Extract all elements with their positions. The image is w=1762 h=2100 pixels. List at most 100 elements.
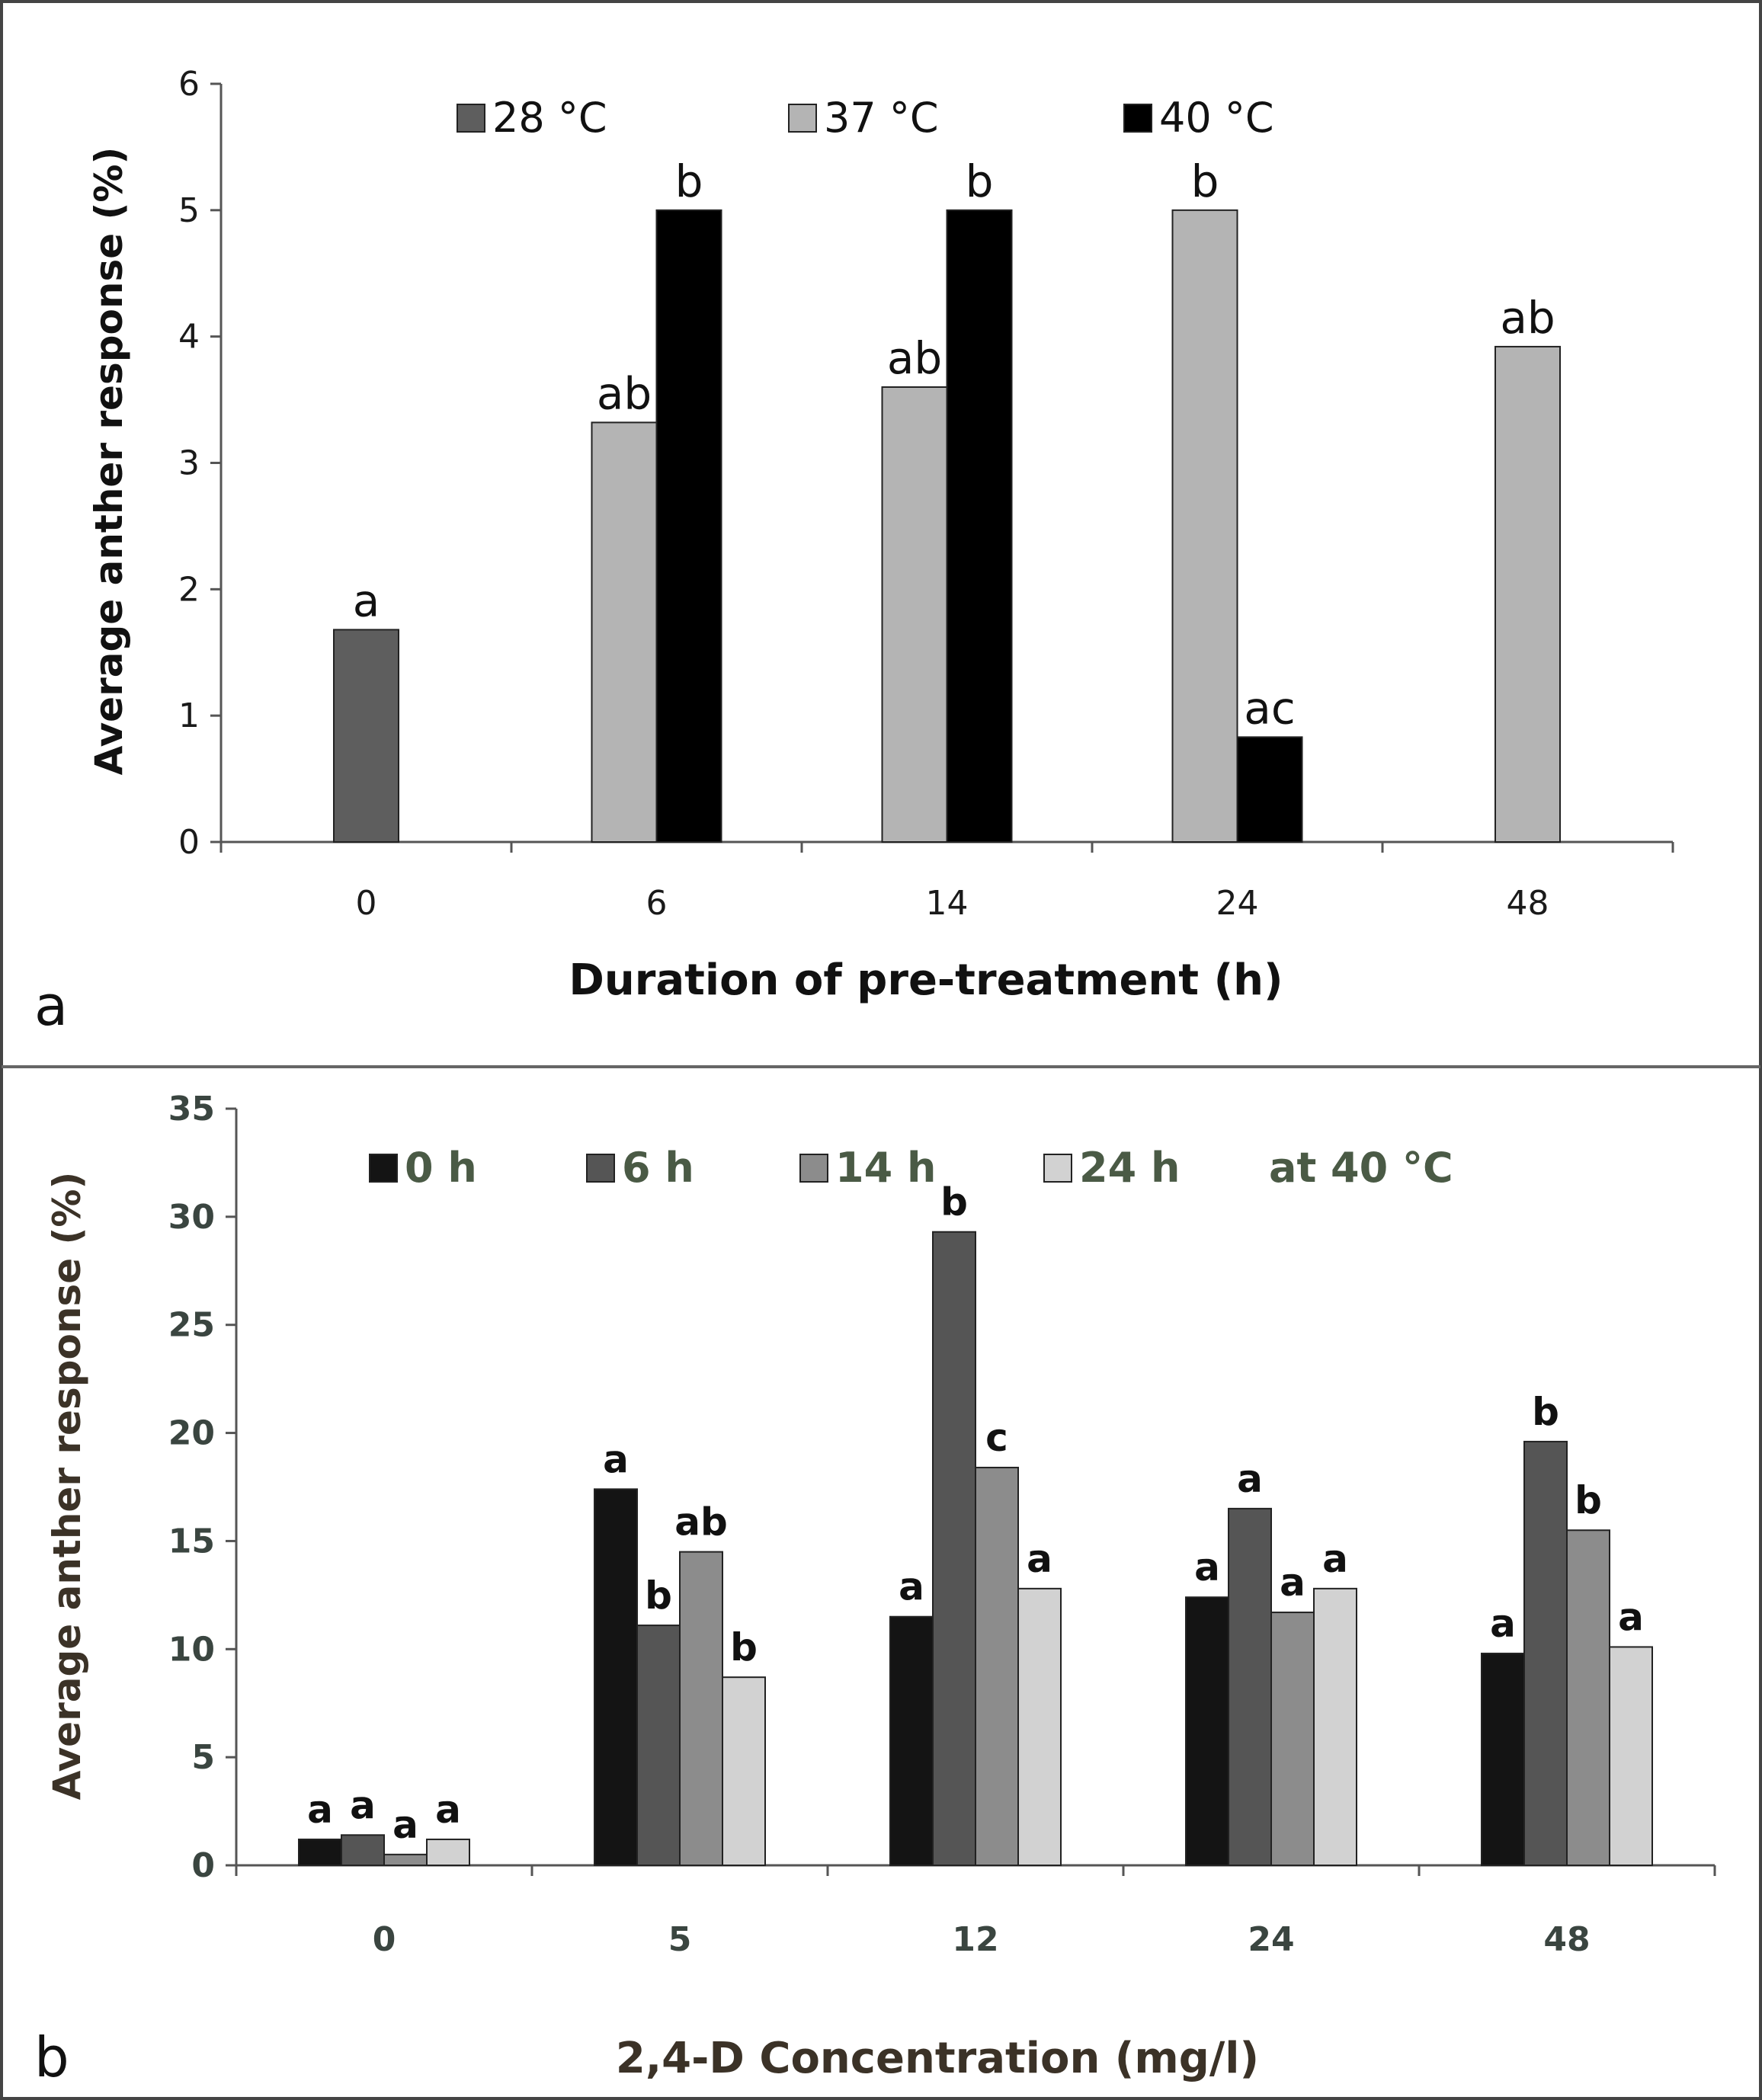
x-tick-label: 24 <box>1248 1920 1294 1959</box>
y-tick-label: 6 <box>178 65 200 104</box>
x-tick-label: 0 <box>373 1920 396 1959</box>
y-tick-label: 3 <box>178 444 200 483</box>
legend-entry: 0 h <box>405 1144 477 1192</box>
bar-40-c-24 <box>1236 736 1303 843</box>
bar-14-h-5 <box>679 1551 723 1866</box>
panel-a-label: a <box>34 974 68 1038</box>
bar-significance-label: ab <box>674 1500 728 1545</box>
y-tick-label: 0 <box>178 823 200 862</box>
x-tick-label: 0 <box>356 884 377 923</box>
bar-significance-label: a <box>1280 1561 1305 1605</box>
bar-24-h-24 <box>1313 1587 1357 1866</box>
bar-significance-label: ac <box>1244 682 1295 734</box>
bar-significance-label: a <box>1618 1595 1644 1639</box>
bar-significance-label: a <box>1194 1545 1220 1589</box>
y-tick-label: 5 <box>178 191 200 230</box>
y-tick-label: 10 <box>168 1630 215 1669</box>
panel-a: a ab b ab b b ac ab 0 1 2 3 4 5 6 0 6 14 24 48 28 °C 37 °C 4… <box>34 65 1674 1038</box>
panel-b-tick-labels: 0 5 10 15 20 25 30 35 0 5 12 24 48 <box>168 1090 1591 1959</box>
bar-significance-label: a <box>1027 1537 1052 1581</box>
bar-significance-label: b <box>1191 155 1219 207</box>
panel-b-y-axis-label: Average anther response (%) <box>45 1172 89 1801</box>
legend-swatch <box>586 1154 615 1183</box>
bar-6-h-48 <box>1523 1440 1568 1867</box>
bar-0-h-12 <box>889 1615 934 1866</box>
x-tick-label: 48 <box>1507 884 1549 923</box>
bar-6-h-24 <box>1228 1507 1272 1867</box>
y-tick-label: 35 <box>168 1090 215 1128</box>
y-tick-label: 15 <box>168 1522 215 1561</box>
panel-a-y-axis-label: Average anther response (%) <box>87 147 131 776</box>
bar-significance-label: b <box>1532 1390 1559 1434</box>
y-tick-label: 4 <box>178 318 200 357</box>
panel-b-label: b <box>34 2025 69 2089</box>
bar-significance-label: a <box>350 1783 376 1827</box>
y-tick-label: 0 <box>191 1846 215 1885</box>
bar-significance-label: a <box>1237 1457 1263 1501</box>
bar-significance-label: a <box>1322 1537 1348 1581</box>
bar-significance-label: a <box>1490 1602 1516 1646</box>
bar-14-h-0 <box>383 1853 428 1866</box>
bar-0-h-48 <box>1481 1652 1525 1866</box>
legend-swatch <box>799 1154 828 1183</box>
legend-entry: 24 h <box>1079 1144 1180 1192</box>
bar-40-c-6 <box>655 209 722 844</box>
x-tick-label: 12 <box>952 1920 998 1959</box>
legend-swatch <box>788 104 817 133</box>
bar-significance-label: a <box>307 1788 333 1832</box>
bar-significance-label: a <box>899 1565 924 1609</box>
legend-entry: 37 °C <box>824 94 939 142</box>
bar-0-h-5 <box>594 1488 638 1867</box>
bar-significance-label: a <box>603 1437 629 1481</box>
bar-6-h-0 <box>341 1834 385 1867</box>
bar-significance-label: b <box>730 1625 758 1669</box>
panel-a-bars <box>333 209 1561 844</box>
x-tick-label: 6 <box>646 884 668 923</box>
y-tick-label: 5 <box>191 1738 215 1777</box>
y-tick-label: 1 <box>178 696 200 735</box>
panel-b-x-axis-label: 2,4-D Concentration (mg/l) <box>616 2034 1259 2083</box>
panel-a-tick-labels: 0 1 2 3 4 5 6 0 6 14 24 48 <box>178 65 1549 923</box>
bar-24-h-0 <box>426 1838 470 1867</box>
x-tick-label: 14 <box>926 884 969 923</box>
bar-significance-label: ab <box>597 367 652 419</box>
bar-significance-label: b <box>966 155 994 207</box>
bar-24-h-5 <box>722 1676 766 1866</box>
bar-28-c-0 <box>333 629 399 844</box>
bar-significance-label: a <box>435 1788 461 1832</box>
legend-entry: 14 h <box>835 1144 936 1192</box>
bar-significance-label: c <box>985 1416 1008 1460</box>
legend-entry: 6 h <box>622 1144 694 1192</box>
bar-37-c-48 <box>1494 345 1561 843</box>
bar-significance-label: ab <box>887 332 942 384</box>
bar-14-h-12 <box>975 1466 1019 1866</box>
y-tick-label: 25 <box>168 1306 215 1345</box>
bar-0-h-0 <box>298 1838 342 1867</box>
bar-40-c-14 <box>946 209 1013 844</box>
bar-37-c-14 <box>881 386 948 843</box>
legend-swatch <box>369 1154 398 1183</box>
bar-significance-label: b <box>940 1180 968 1224</box>
panel-a-x-axis-label: Duration of pre-treatment (h) <box>569 956 1283 1005</box>
legend-swatch <box>1043 1154 1072 1183</box>
bar-37-c-24 <box>1171 209 1238 844</box>
legend-swatch <box>457 104 485 133</box>
x-tick-label: 48 <box>1543 1920 1590 1959</box>
legend-entry: 28 °C <box>492 94 607 142</box>
y-tick-label: 2 <box>178 570 200 609</box>
bar-6-h-5 <box>636 1625 681 1866</box>
panel-b-bars <box>298 1231 1653 1867</box>
panel-b-legend: 0 h 6 h 14 h 24 h at 40 °C <box>369 1144 1453 1192</box>
legend-note: at 40 °C <box>1269 1144 1453 1192</box>
legend-swatch <box>1123 104 1152 133</box>
bar-significance-label: ab <box>1500 292 1555 344</box>
bar-significance-label: b <box>1575 1478 1602 1522</box>
panel-a-legend: 28 °C 37 °C 40 °C <box>457 94 1274 142</box>
bar-significance-label: b <box>675 155 703 207</box>
bar-24-h-12 <box>1017 1587 1062 1866</box>
bar-significance-label: a <box>392 1803 418 1847</box>
